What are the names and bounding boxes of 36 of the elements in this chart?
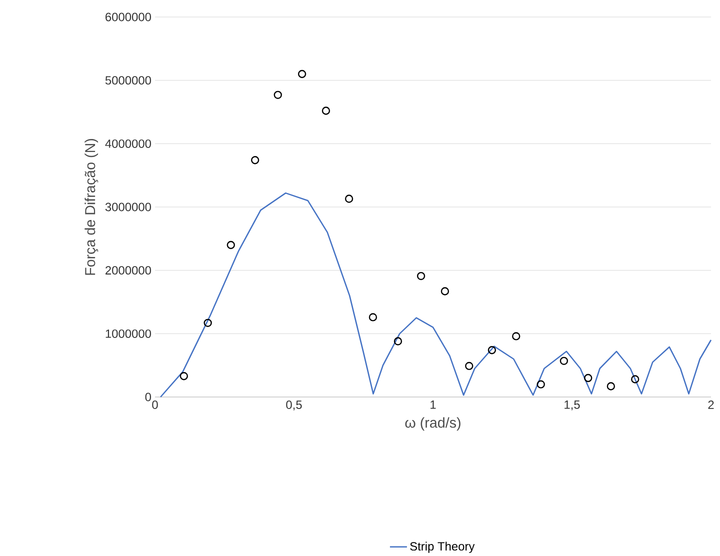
- y-tick-label: 5000000: [105, 76, 152, 85]
- y-axis-title: Força de Difração (N): [84, 138, 98, 275]
- point: [322, 106, 330, 115]
- point: [631, 375, 640, 384]
- point: [180, 372, 188, 380]
- x-tick-label: 1: [430, 400, 436, 409]
- x-tick-label: 0,5: [286, 400, 302, 410]
- y-tick-label: 1000000: [106, 329, 152, 338]
- x-axis-title: ω (rad/s): [405, 417, 460, 431]
- point: [488, 346, 496, 354]
- point: [394, 337, 402, 346]
- point: [298, 70, 306, 78]
- point: [226, 240, 235, 250]
- point: [204, 318, 212, 327]
- y-tick-label: 2000000: [106, 266, 152, 275]
- point: [465, 362, 474, 370]
- legend-label: Strip Theory: [410, 542, 475, 553]
- point: [440, 287, 450, 296]
- y-tick-label: 6000000: [106, 12, 152, 22]
- x-tick-label: 0: [152, 400, 158, 409]
- point: [560, 356, 568, 365]
- point: [416, 272, 426, 280]
- y-tick-label: 0: [145, 392, 152, 402]
- y-tick-label: 4000000: [105, 139, 152, 148]
- point: [536, 380, 545, 388]
- x-tick-label: 1,5: [564, 400, 580, 410]
- point: [606, 382, 616, 390]
- line-series: [160, 192, 712, 398]
- point: [584, 374, 592, 382]
- point: [344, 194, 354, 203]
- y-tick-label: 3000000: [105, 202, 152, 212]
- point: [512, 332, 520, 340]
- point: [274, 90, 282, 99]
- point: [250, 156, 260, 164]
- x-tick-label: 2: [708, 400, 714, 409]
- point: [368, 313, 378, 322]
